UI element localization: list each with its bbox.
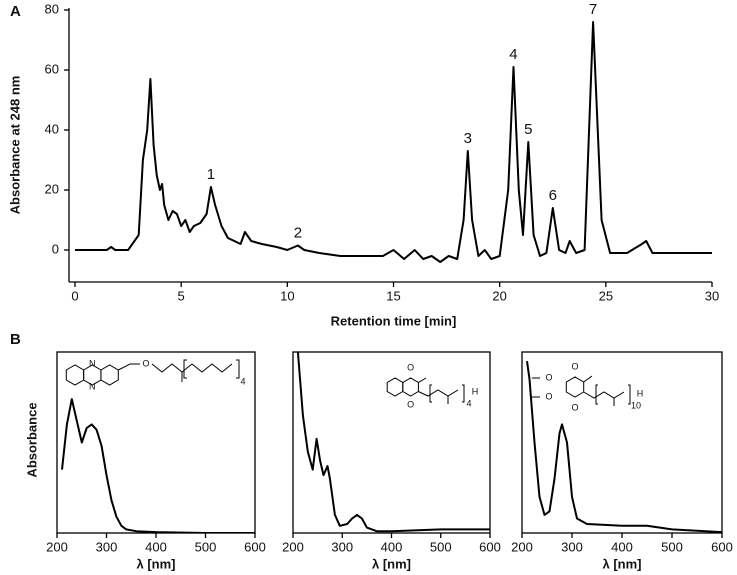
- x-tick-label: 400: [381, 539, 403, 554]
- structure-bond: [583, 391, 625, 399]
- y-axis-label: Absorbance: [24, 402, 39, 477]
- x-tick-label: 200: [46, 539, 68, 554]
- structure-ring: [65, 364, 85, 386]
- x-tick-label: 5: [178, 288, 185, 303]
- structure-bond: [583, 375, 593, 383]
- x-tick-label: 500: [195, 539, 217, 554]
- structure-label: O: [571, 361, 578, 371]
- structure-label: O: [545, 391, 552, 401]
- structure-bond: [595, 384, 598, 405]
- structure-ring: [386, 377, 404, 397]
- structure-label: H: [472, 386, 479, 396]
- x-tick-label: 400: [145, 539, 167, 554]
- x-tick-label: 600: [244, 539, 266, 554]
- x-tick-label: 25: [599, 288, 613, 303]
- spectrum-line: [75, 21, 712, 263]
- x-tick-label: 10: [280, 288, 294, 303]
- peak-label: 7: [589, 1, 597, 18]
- y-tick-label: 40: [45, 121, 59, 136]
- x-tick-label: 300: [561, 539, 583, 554]
- structure-label: H: [637, 388, 644, 398]
- structure-bond: [151, 363, 193, 373]
- spectrum-line: [526, 360, 722, 533]
- structure-bond: [429, 384, 432, 403]
- structure-label: O: [407, 362, 414, 372]
- peak-label: 5: [524, 121, 532, 138]
- structure-label: 10: [631, 400, 641, 410]
- x-tick-label: 20: [492, 288, 506, 303]
- x-tick-label: 600: [711, 539, 733, 554]
- structure-label: O: [571, 402, 578, 412]
- structure-label: O: [407, 399, 414, 409]
- x-tick-label: 15: [386, 288, 400, 303]
- peak-label: 6: [549, 187, 557, 204]
- x-tick-label: 30: [705, 288, 719, 303]
- plot-frame: [56, 351, 256, 534]
- peak-label: 4: [509, 46, 517, 63]
- x-tick-label: 500: [661, 539, 683, 554]
- structure-label: O: [545, 372, 552, 382]
- x-tick-label: 200: [282, 539, 304, 554]
- spectrum-line: [296, 352, 490, 533]
- x-tick-label: 300: [96, 539, 118, 554]
- x-axis-label: λ [nm]: [603, 556, 642, 571]
- panel-label: B: [10, 331, 21, 348]
- y-tick-label: 80: [45, 1, 59, 16]
- structure-label: 4: [466, 398, 471, 408]
- x-tick-label: 200: [511, 539, 533, 554]
- structure-label: N: [89, 381, 96, 391]
- structure-label: N: [89, 358, 96, 368]
- x-axis-label: λ [nm]: [372, 556, 411, 571]
- structure-bond: [418, 377, 427, 383]
- structure-bond: [183, 359, 187, 379]
- x-axis-label: Retention time [min]: [331, 313, 457, 328]
- structure-bond: [191, 363, 233, 373]
- x-tick-label: 300: [331, 539, 353, 554]
- structure-bond: [462, 384, 465, 403]
- spectrum-line: [61, 398, 255, 533]
- structure-bond: [236, 359, 240, 379]
- peak-label: 1: [207, 166, 215, 183]
- y-tick-label: 60: [45, 61, 59, 76]
- structure-bond: [418, 389, 459, 397]
- peak-label: 3: [464, 130, 472, 147]
- x-tick-label: 0: [71, 288, 78, 303]
- x-tick-label: 400: [611, 539, 633, 554]
- structure-label: O: [142, 358, 149, 368]
- structure-ring: [402, 377, 419, 397]
- structure-bond: [628, 384, 631, 405]
- y-tick-label: 0: [52, 241, 59, 256]
- panel-label: A: [10, 3, 21, 20]
- structure-ring: [565, 376, 585, 398]
- peak-label: 2: [294, 224, 302, 241]
- y-axis-label: Absorbance at 248 nm: [7, 76, 22, 215]
- x-tick-label: 500: [430, 539, 452, 554]
- structure-label: 4: [240, 376, 245, 386]
- x-axis-label: λ [nm]: [137, 556, 176, 571]
- x-tick-label: 600: [479, 539, 501, 554]
- y-tick-label: 20: [45, 181, 59, 196]
- structure-bond: [118, 363, 140, 371]
- structure-ring: [100, 364, 119, 386]
- plot-frame: [292, 351, 491, 534]
